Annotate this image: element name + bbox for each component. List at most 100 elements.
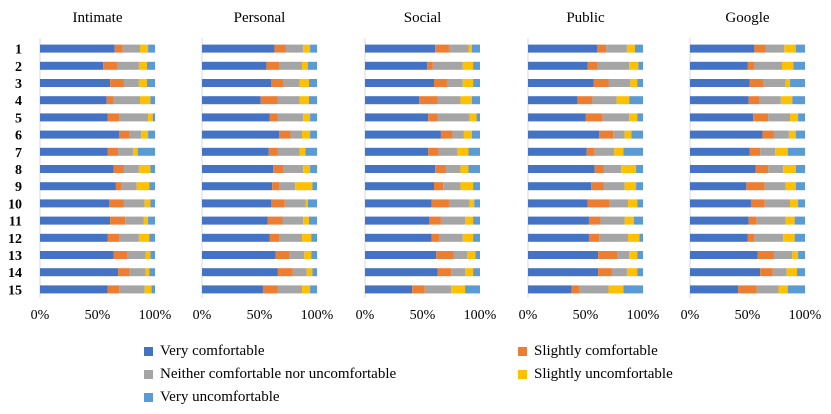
bar-public-row6-seg4 [624, 130, 632, 139]
bar-google-row9-seg4 [785, 182, 796, 191]
bar-social-row8-seg3 [445, 165, 461, 173]
bar-intimate-row4-seg4 [140, 96, 151, 105]
bar-personal-row2-seg3 [279, 61, 303, 70]
bar-social-row9-seg4 [460, 182, 474, 191]
bar-google-row13-seg1 [690, 251, 758, 259]
bar-personal-row12-seg3 [279, 233, 303, 242]
row-label-13: 13 [8, 249, 22, 264]
bar-intimate-row12-seg2 [107, 233, 120, 242]
bar-personal-row8-seg3 [283, 165, 304, 173]
bar-google-row11-seg1 [690, 216, 749, 225]
bar-intimate-row15-seg2 [107, 285, 120, 294]
row-label-1: 1 [15, 43, 22, 58]
bar-intimate-row5-seg5 [152, 113, 155, 122]
bar-public-row14-seg3 [611, 268, 627, 277]
bar-social-row10-seg5 [474, 199, 480, 208]
bar-google-row2-seg4 [782, 61, 794, 70]
bar-google-row2-seg1 [690, 61, 748, 70]
bar-google-row5-seg3 [768, 113, 791, 122]
bar-personal-row1-seg5 [310, 44, 317, 53]
bar-social-row5-seg1 [365, 113, 429, 122]
bar-personal-row13-seg5 [311, 251, 317, 259]
row-label-2: 2 [15, 60, 22, 75]
bar-google-row2-seg3 [754, 61, 782, 70]
bar-social-row15-seg2 [412, 285, 425, 294]
bar-personal-row3-seg1 [202, 79, 271, 87]
bar-intimate-row2-seg1 [40, 61, 104, 70]
bar-google-row6-seg4 [788, 130, 796, 139]
row-label-10: 10 [8, 197, 22, 212]
bar-google-row13-seg2 [757, 251, 774, 259]
bar-personal-row10-seg3 [284, 199, 306, 208]
bar-intimate-row14-seg3 [129, 268, 146, 277]
bar-public-row11-seg2 [588, 216, 601, 225]
bar-google-row2-seg5 [793, 61, 805, 70]
bar-personal-row1-seg2 [274, 44, 286, 53]
bar-public-row13-seg5 [637, 251, 643, 259]
bar-public-row5-seg2 [585, 113, 603, 122]
bar-google-row3-seg2 [749, 79, 764, 87]
x-tick-google-100pct: 100% [789, 308, 822, 323]
panel-title-google: Google [725, 10, 770, 26]
bar-intimate-row14-seg4 [145, 268, 150, 277]
bar-social-row2-seg3 [432, 61, 463, 70]
bar-public-row10-seg1 [528, 199, 588, 208]
bar-personal-row5-seg2 [269, 113, 278, 122]
bar-social-row4-seg4 [460, 96, 472, 105]
bar-social-row7-seg1 [365, 147, 429, 156]
bar-social-row14-seg1 [365, 268, 438, 277]
bar-personal-row6-seg4 [302, 130, 311, 139]
bar-social-row10-seg1 [365, 199, 432, 208]
bar-personal-row15-seg5 [310, 285, 317, 294]
bar-social-row7-seg4 [457, 147, 469, 156]
bar-intimate-row12-seg5 [149, 233, 155, 242]
bar-social-row8-seg4 [460, 165, 469, 173]
bar-social-row7-seg5 [468, 147, 480, 156]
bar-public-row1-seg5 [634, 44, 643, 53]
bar-intimate-row14-seg2 [118, 268, 130, 277]
bar-public-row2-seg2 [587, 61, 597, 70]
bar-social-row1-seg3 [448, 44, 469, 53]
bar-personal-row9-seg5 [312, 182, 317, 191]
bar-google-row7-seg2 [749, 147, 761, 156]
bar-intimate-row12-seg4 [138, 233, 150, 242]
bar-personal-row12-seg5 [311, 233, 317, 242]
bar-personal-row6-seg1 [202, 130, 280, 139]
bar-social-row4-seg5 [471, 96, 480, 105]
bar-personal-row11-seg1 [202, 216, 268, 225]
bar-intimate-row4-seg1 [40, 96, 107, 105]
bar-intimate-row8-seg2 [113, 165, 124, 173]
bar-public-row15-seg2 [571, 285, 580, 294]
bar-public-row4-seg2 [577, 96, 593, 105]
bar-google-row13-seg5 [798, 251, 805, 259]
bar-public-row5-seg1 [528, 113, 586, 122]
bar-public-row3-seg1 [528, 79, 594, 87]
bar-intimate-row10-seg1 [40, 199, 109, 208]
bar-google-row4-seg3 [759, 96, 781, 105]
bar-intimate-row3-seg5 [146, 79, 155, 87]
bar-personal-row13-seg3 [289, 251, 305, 259]
bar-google-row12-seg4 [783, 233, 795, 242]
bar-google-row11-seg4 [785, 216, 795, 225]
bar-intimate-row3-seg3 [123, 79, 139, 87]
bar-personal-row11-seg4 [303, 216, 309, 225]
bar-google-row5-seg5 [798, 113, 805, 122]
bar-intimate-row13-seg3 [127, 251, 146, 259]
bar-google-row15-seg3 [756, 285, 779, 294]
bar-public-row12-seg5 [639, 233, 643, 242]
bar-google-row8-seg3 [768, 165, 784, 173]
bar-social-row3-seg3 [447, 79, 463, 87]
bar-google-row13-seg4 [792, 251, 799, 259]
bar-personal-row15-seg3 [277, 285, 303, 294]
bar-public-row3-seg2 [593, 79, 609, 87]
bar-public-row14-seg1 [528, 268, 599, 277]
bar-personal-row7-seg5 [305, 147, 317, 156]
bar-social-row1-seg2 [435, 44, 449, 53]
bar-personal-row4-seg1 [202, 96, 261, 105]
bar-google-row12-seg3 [754, 233, 784, 242]
bar-intimate-row2-seg5 [146, 61, 155, 70]
bar-social-row2-seg2 [427, 61, 433, 70]
x-tick-personal-50pct: 50% [247, 308, 273, 323]
bar-personal-row3-seg2 [271, 79, 284, 87]
